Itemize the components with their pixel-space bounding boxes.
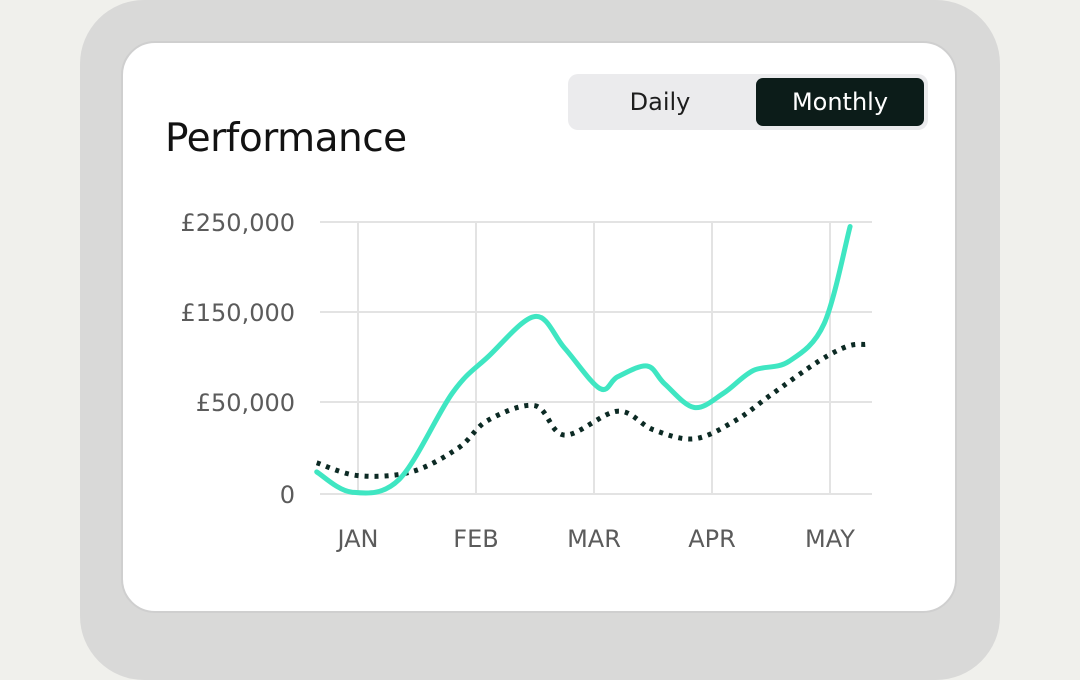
monthly-toggle-button[interactable]: Monthly bbox=[756, 78, 924, 126]
y-tick-label: £250,000 bbox=[180, 209, 295, 237]
y-tick-label: 0 bbox=[280, 481, 295, 509]
x-tick-label: APR bbox=[688, 525, 736, 553]
x-tick-label: MAY bbox=[805, 525, 855, 553]
x-tick-label: JAN bbox=[335, 525, 378, 553]
series-line-dotted bbox=[315, 341, 866, 479]
performance-card bbox=[121, 41, 957, 613]
y-tick-label: £50,000 bbox=[196, 389, 295, 417]
x-tick-label: FEB bbox=[453, 525, 498, 553]
daily-toggle-button[interactable]: Daily bbox=[629, 88, 691, 116]
series-line-solid bbox=[314, 224, 853, 496]
performance-line-chart: 0 £50,000 £150,000 £250,000 JAN FEB MAR APR MAY bbox=[180, 209, 872, 553]
period-toggle: Daily Monthly bbox=[568, 74, 928, 130]
y-tick-label: £150,000 bbox=[180, 299, 295, 327]
page-title: Performance bbox=[165, 116, 407, 161]
x-tick-label: MAR bbox=[567, 525, 621, 553]
